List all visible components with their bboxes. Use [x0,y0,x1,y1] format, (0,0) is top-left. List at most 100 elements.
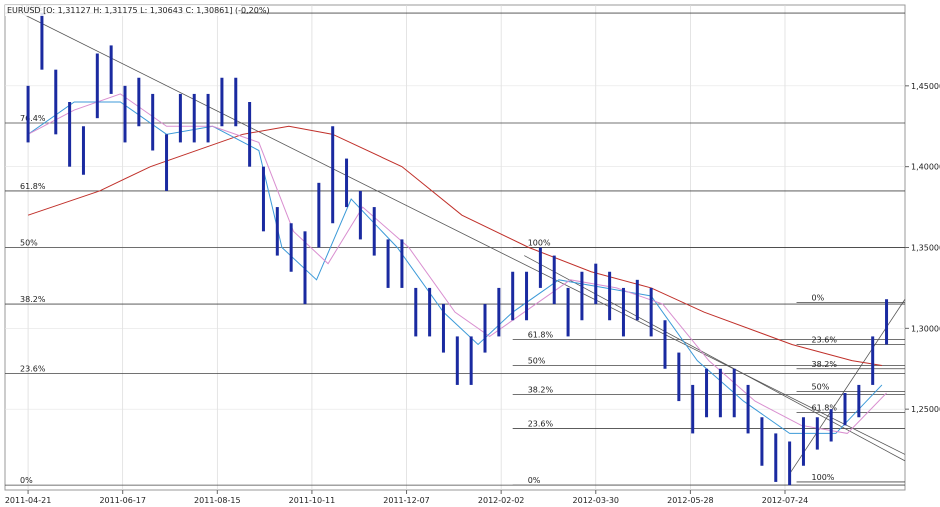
price-bar [594,263,598,305]
fib-label: 100% [812,473,835,482]
price-bar [469,336,473,385]
price-bar [220,77,224,127]
fib-label: 61.8% [528,331,554,340]
fib-label: 23.6% [20,365,46,374]
fib-label: 0% [20,476,33,485]
price-bar [525,271,529,321]
y-tick-label: 1,25000 [911,405,940,414]
price-bar [732,368,736,418]
x-tick-label: 2011-10-11 [289,496,336,505]
price-bar [871,336,875,385]
fib-label: 38.2% [812,360,838,369]
price-bar [303,231,307,305]
price-bar [663,320,667,369]
fib-label: 100% [528,239,551,248]
fib-label: 50% [20,239,38,248]
price-bar [151,93,155,151]
price-bar [455,336,459,385]
price-bar [331,126,335,224]
title-box [5,5,241,16]
x-tick-label: 2012-07-24 [762,496,809,505]
x-tick-label: 2011-06-17 [99,496,146,505]
price-bar [857,384,861,418]
price-bar [81,126,85,175]
price-bar [511,271,515,321]
price-bar [677,352,681,402]
price-bar [649,287,653,337]
price-bar [705,368,709,418]
price-bar [538,247,542,288]
price-bar [275,207,279,256]
y-tick-label: 1,40000 [911,163,940,172]
price-bar [621,287,625,337]
x-tick-label: 2011-12-07 [383,496,430,505]
price-bar [345,158,349,208]
price-bar [580,271,584,321]
x-tick-label: 2011-04-21 [5,496,52,505]
price-bar [358,190,362,240]
price-bar [372,207,376,256]
price-bar [566,287,570,337]
price-bar [26,85,30,143]
axes: 2011-04-21 2011-06-17 2011-08-15 2011-10-11… [5,82,940,505]
fib-label: 50% [528,357,546,366]
x-tick-label: 2012-05-28 [667,496,714,505]
fib-label: 76.4% [20,114,46,123]
y-tick-label: 1,30000 [911,324,940,333]
price-bar [441,304,445,353]
fib-label: 38.2% [528,386,554,395]
moving-average [27,125,883,367]
fib-label: 61.8% [812,403,838,412]
price-bar [788,441,792,486]
price-bar [885,299,889,345]
price-bar [248,102,252,167]
price-bar [261,166,265,232]
price-bar [400,239,404,288]
price-bar [497,287,501,337]
price-bar [123,85,127,143]
fib-label: 0% [812,293,825,302]
price-bar [192,93,196,143]
trend-line [20,12,906,455]
moving-average [27,93,887,434]
price-bar [414,287,418,337]
price-bar [608,271,612,321]
price-bar [718,368,722,418]
price-bar [829,409,833,442]
price-bar [552,255,556,305]
x-tick-label: 2011-08-15 [194,496,241,505]
fib-label: 61.8% [20,182,46,191]
price-bar [165,134,169,191]
price-bar [234,77,238,127]
price-bar [635,279,639,321]
price-bar [774,433,778,482]
grid [5,5,905,490]
price-bar [137,77,141,127]
price-bar [815,417,819,450]
price-bars [26,13,889,486]
fib-label: 23.6% [812,336,838,345]
fib-label: 38.2% [20,295,46,304]
price-bar [206,93,210,143]
price-bar [95,53,99,119]
x-tick-label: 2012-02-02 [478,496,525,505]
chart-title: EURUSD [O: 1,31127 H: 1,31175 L: 1,30643… [7,6,270,15]
price-bar [843,393,847,426]
price-bar [178,93,182,143]
price-bar [760,417,764,466]
price-bar [54,69,58,135]
price-bar [386,239,390,288]
fib-label: 50% [812,382,830,391]
fib-label: 23.6% [528,420,554,429]
price-bar [801,417,805,466]
price-bar [68,102,72,167]
price-bar [428,287,432,337]
price-bar [109,45,113,94]
fibonacci: 100% 76.4% 61.8% 50% 38.2% 23.6% 0% 100% 61.8% 50… [5,4,905,486]
x-tick-label: 2012-03-30 [573,496,620,505]
y-tick-label: 1,45000 [911,82,940,91]
price-bar [317,182,321,248]
price-bar [691,384,695,434]
y-tick-label: 1,35000 [911,244,940,253]
price-bar [483,304,487,353]
